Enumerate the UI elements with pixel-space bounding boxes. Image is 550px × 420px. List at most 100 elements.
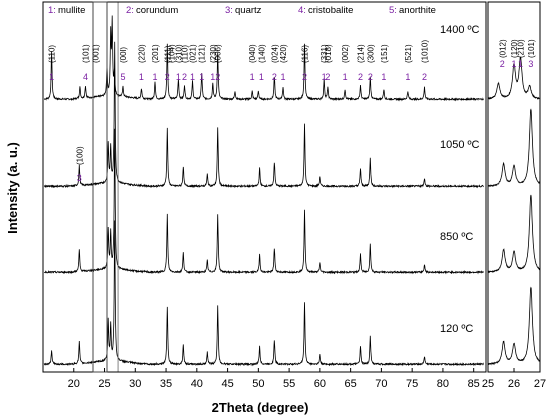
phase-number: 2 [272,72,277,82]
hkl-label: (300) [366,44,375,63]
x-tick-label: 50 [252,378,264,390]
phase-number: 1 [280,72,285,82]
hkl-label: (521) [404,44,413,63]
legend-number: 5: [389,5,397,16]
series-line [44,15,484,102]
inset-series-line [487,108,541,188]
phase-number: 3 [528,59,533,69]
phase-number: 5 [120,72,125,82]
hkl-label: (120) [510,39,519,58]
hkl-label: (220) [137,44,146,63]
temperature-label: 850 ºC [440,231,473,243]
hkl-label: (006) [214,44,223,63]
x-tick-label: 70 [375,378,387,390]
x-tick-label: 30 [129,378,141,390]
inset-series-line [487,286,541,366]
hkl-label: (110) [181,45,190,63]
hkl-label: (101) [82,44,91,63]
legend-number: 2: [126,5,134,16]
hkl-label: (151) [380,44,389,63]
legend-label: quartz [235,5,262,16]
x-tick-label: 80 [437,378,449,390]
phase-number: 1 [190,72,195,82]
hkl-label: (331) [320,44,329,63]
phase-number: 1 [210,72,215,82]
inset-series-line [487,56,541,100]
temperature-label: 120 ºC [440,323,473,335]
inset-x-tick-label: 27 [534,378,546,390]
phase-number: 2 [165,72,170,82]
legend-number: 3: [225,5,233,16]
peak-annotations: (110)1(101)4(001) (00l)5(220)1(201)1(111)… [48,39,536,183]
phase-number: 1 [343,72,348,82]
hkl-label: (101) [527,39,536,58]
y-axis-title: Intensity (a. u.) [5,142,20,234]
phase-number: 2 [182,72,187,82]
hkl-label: (018) [324,44,333,63]
hkl-label: (110) [48,45,57,63]
phase-number: 2 [422,72,427,82]
series-layer [43,15,484,367]
phase-number: 1 [139,72,144,82]
inset-series-layer [487,56,541,366]
legend-number: 1: [48,5,56,16]
legend-label: anorthite [399,5,436,16]
hkl-label: (420) [279,44,288,63]
hkl-label: (310) [174,44,183,63]
phase-number: 1 [511,59,516,69]
x-tick-label: 45 [221,378,233,390]
hkl-label: (121) [198,44,207,63]
phase-number: 1 [518,59,523,69]
hkl-label: (012) [498,39,507,58]
inset-series-line [487,194,540,274]
inset-region-marker [92,1,108,373]
hkl-label: (1010) [421,40,430,63]
hkl-label: (104) [168,44,177,63]
x-tick-label: 25 [98,378,110,390]
legend: 1: mullite 2: corundum 3: quartz 4: cristobalit… [48,5,436,16]
x-tick-label: 60 [314,378,326,390]
legend-label: corundum [136,5,178,16]
x-axis-title: 2Theta (degree) [212,400,309,415]
hkl-label: (00l) [119,47,128,63]
phase-number: 1 [49,72,54,82]
inset-x-tick-label: 25 [482,378,494,390]
x-tick-label: 65 [345,378,357,390]
temperature-labels: 1400 ºC 1050 ºC 850 ºC 120 ºC [440,24,480,335]
hkl-label: (002) [341,44,350,63]
phase-number: 1 [405,72,410,82]
series-line [43,128,484,275]
hkl-label: (024) [270,44,279,63]
series-line [43,220,484,367]
hkl-label: (116) [301,45,310,63]
legend-number: 4: [298,5,306,16]
x-tick-label: 85 [468,378,480,390]
phase-number: 4 [83,72,88,82]
phase-number: 1 [250,72,255,82]
phase-number: 2 [358,72,363,82]
phase-number: 2 [500,59,505,69]
x-tick-label: 40 [191,378,203,390]
ticks-layer: 20 25 30 35 40 45 50 55 60 65 70 75 80 85 25 26 27 [42,368,546,390]
x-tick-label: 55 [283,378,295,390]
hkl-label: (100) [75,146,84,165]
hkl-label: (040) [248,44,257,63]
temperature-label: 1400 ºC [440,24,480,36]
series-line [44,41,484,189]
hkl-label: (201) [151,44,160,63]
phase-number: 1 [322,72,327,82]
hkl-label: (111) [163,45,172,63]
x-tick-label: 20 [68,378,80,390]
hkl-label: (021) [189,44,198,63]
phase-number: 1 [199,72,204,82]
phase-number: 1 [381,72,386,82]
phase-number: 2 [325,72,330,82]
phase-number: 2 [302,72,307,82]
x-tick-label: 75 [406,378,418,390]
phase-number: 1 [259,72,264,82]
phase-number: 2 [215,72,220,82]
legend-label: cristobalite [308,5,353,16]
hkl-label: (140) [257,44,266,63]
hkl-label: (230) [209,44,218,63]
